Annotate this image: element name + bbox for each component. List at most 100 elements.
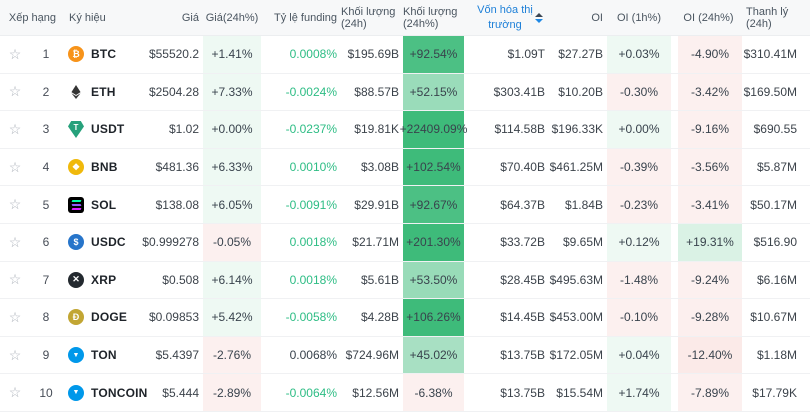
- table-row[interactable]: ☆ 5 SOL $138.08 +6.05% -0.0091% $29.91B +92.67%…: [0, 186, 810, 224]
- eth-icon: [68, 84, 84, 100]
- oi-24h-change-cell: -9.24%: [678, 261, 742, 299]
- favorite-star-icon[interactable]: ☆: [8, 384, 22, 401]
- open-interest-value: $9.65M: [562, 235, 603, 250]
- open-interest-value: $461.25M: [549, 160, 603, 175]
- table-row[interactable]: ☆ 3 T USDT $1.02 +0.00% -0.0237% $19.81K +22409.…: [0, 111, 810, 149]
- header-price[interactable]: Giá: [130, 0, 203, 35]
- favorite-star-icon[interactable]: ☆: [8, 233, 22, 250]
- market-cap-value: $303.41B: [493, 84, 545, 99]
- favorite-star-icon[interactable]: ☆: [8, 45, 22, 62]
- symbol-cell[interactable]: SOL: [62, 186, 130, 223]
- table-row[interactable]: ☆ 7 ✕ XRP $0.508 +6.14% 0.0018% $5.61B +53.50% $2…: [0, 261, 810, 300]
- table-row[interactable]: ☆ 4 ❖ BNB $481.36 +6.33% 0.0010% $3.08B +102.54%…: [0, 148, 810, 187]
- table-row[interactable]: ☆ 8 Ð DOGE $0.09853 +5.42% -0.0058% $4.28B +106.…: [0, 299, 810, 337]
- price-value: $481.36: [155, 160, 199, 175]
- favorite-star-icon[interactable]: ☆: [8, 271, 22, 288]
- funding-rate-value: -0.0237%: [285, 122, 337, 137]
- oi-1h-change-cell: +0.04%: [607, 336, 671, 374]
- volume-value: $4.28B: [360, 310, 399, 325]
- table-row[interactable]: ☆ 6 $ USDC $0.999278 -0.05% 0.0018% $21.71M +201…: [0, 223, 810, 262]
- volume-change-cell: +92.67%: [403, 186, 464, 223]
- symbol-cell[interactable]: Ð DOGE: [62, 299, 130, 336]
- symbol-label: BTC: [91, 47, 117, 62]
- symbol-cell[interactable]: ▼ TON: [62, 337, 130, 374]
- table-row[interactable]: ☆ 9 ▼ TON $5.4397 -2.76% 0.0068% $724.96M +45.02…: [0, 336, 810, 375]
- ton-icon: ▼: [68, 347, 84, 364]
- liquidation-value: $516.90: [753, 235, 797, 250]
- oi-24h-change-cell: -12.40%: [678, 336, 742, 374]
- volume-change-cell: +92.54%: [403, 36, 464, 73]
- open-interest-value: $172.05M: [549, 348, 603, 363]
- oi-24h-change-cell: +19.31%: [678, 223, 742, 261]
- rank-value: 2: [42, 84, 50, 99]
- price-change-cell: +7.33%: [203, 73, 261, 111]
- favorite-star-icon[interactable]: ☆: [8, 120, 22, 137]
- volume-value: $5.61B: [360, 272, 399, 287]
- oi-1h-change-cell: +0.12%: [607, 223, 671, 261]
- price-change-cell: +6.14%: [203, 261, 261, 299]
- liquidation-value: $50.17M: [750, 197, 797, 212]
- rank-value: 1: [42, 47, 50, 62]
- table-row[interactable]: ☆ 1 ₿ BTC $55520.2 +1.41% 0.0008% $195.69B +92.5…: [0, 36, 810, 74]
- header-liquidation[interactable]: Thanh lý (24h): [746, 0, 810, 35]
- liquidation-value: $5.87M: [756, 160, 797, 175]
- header-funding-rate[interactable]: Tỷ lệ funding: [265, 0, 341, 35]
- volume-value: $12.56M: [352, 385, 399, 400]
- header-symbol[interactable]: Ký hiệu: [62, 0, 130, 35]
- funding-rate-value: -0.0064%: [285, 385, 337, 400]
- header-symbol-label: Ký hiệu: [69, 11, 106, 24]
- price-value: $0.09853: [148, 310, 199, 325]
- price-change-cell: +1.41%: [203, 36, 261, 73]
- header-oi-1h[interactable]: OI (1h%): [607, 0, 675, 35]
- favorite-star-icon[interactable]: ☆: [8, 346, 22, 363]
- liquidation-value: $690.55: [753, 122, 797, 137]
- symbol-cell[interactable]: ▼ TONCOIN: [62, 374, 147, 411]
- oi-1h-change-cell: -0.10%: [607, 299, 671, 336]
- table-row[interactable]: ☆ 10 ▼ TONCOIN $5.444 -2.89% -0.0064% $12.56M -6…: [0, 374, 810, 412]
- symbol-cell[interactable]: ETH: [62, 74, 130, 111]
- price-value: $2504.28: [148, 84, 199, 99]
- oi-1h-change-cell: -1.48%: [607, 261, 671, 299]
- price-change-cell: -0.05%: [203, 223, 261, 261]
- price-value: $0.508: [162, 272, 199, 287]
- volume-value: $724.96M: [345, 348, 399, 363]
- header-price-change[interactable]: Giá(24h%): [203, 0, 265, 35]
- volume-change-cell: +201.30%: [403, 223, 464, 261]
- header-oi-24h[interactable]: OI (24h%): [675, 0, 746, 35]
- volume-change-cell: +52.15%: [403, 73, 464, 111]
- oi-24h-change-cell: -3.56%: [678, 148, 742, 186]
- symbol-cell[interactable]: ❖ BNB: [62, 149, 130, 186]
- header-volume-change[interactable]: Khối lượng (24h%): [403, 0, 468, 35]
- oi-1h-change-cell: -0.30%: [607, 73, 671, 111]
- market-cap-value: $114.58B: [494, 122, 546, 137]
- favorite-star-icon[interactable]: ☆: [8, 83, 22, 100]
- header-market-cap[interactable]: Vốn hóa thị trường: [468, 0, 549, 35]
- oi-24h-change-cell: -7.89%: [678, 374, 742, 411]
- market-cap-value: $1.09T: [507, 47, 545, 62]
- header-open-interest[interactable]: OI: [549, 0, 607, 35]
- doge-icon: Ð: [68, 309, 84, 326]
- table-row[interactable]: ☆ 2 ETH $2504.28 +7.33% -0.0024% $88.57B +52.15…: [0, 73, 810, 112]
- header-rank[interactable]: Xếp hạng: [0, 0, 62, 35]
- symbol-cell[interactable]: ₿ BTC: [62, 36, 130, 73]
- favorite-star-icon[interactable]: ☆: [8, 158, 22, 175]
- header-price-change-label: Giá(24h%): [205, 11, 259, 24]
- header-volume-label: Khối lượng (24h): [341, 5, 396, 30]
- price-change-cell: -2.76%: [203, 336, 261, 374]
- symbol-label: USDT: [91, 122, 125, 137]
- liquidation-value: $169.50M: [743, 84, 797, 99]
- favorite-star-icon[interactable]: ☆: [8, 196, 22, 213]
- volume-change-cell: +106.26%: [403, 299, 464, 336]
- symbol-cell[interactable]: $ USDC: [62, 224, 130, 261]
- market-cap-value: $33.72B: [500, 235, 545, 250]
- favorite-star-icon[interactable]: ☆: [8, 308, 22, 325]
- price-change-cell: +0.00%: [203, 111, 261, 148]
- btc-icon: ₿: [68, 46, 84, 63]
- table-body: ☆ 1 ₿ BTC $55520.2 +1.41% 0.0008% $195.69B +92.5…: [0, 36, 810, 412]
- open-interest-value: $453.00M: [549, 310, 603, 325]
- symbol-cell[interactable]: T USDT: [62, 111, 130, 148]
- funding-rate-value: -0.0091%: [285, 197, 337, 212]
- symbol-cell[interactable]: ✕ XRP: [62, 262, 130, 299]
- header-volume[interactable]: Khối lượng (24h): [341, 0, 403, 35]
